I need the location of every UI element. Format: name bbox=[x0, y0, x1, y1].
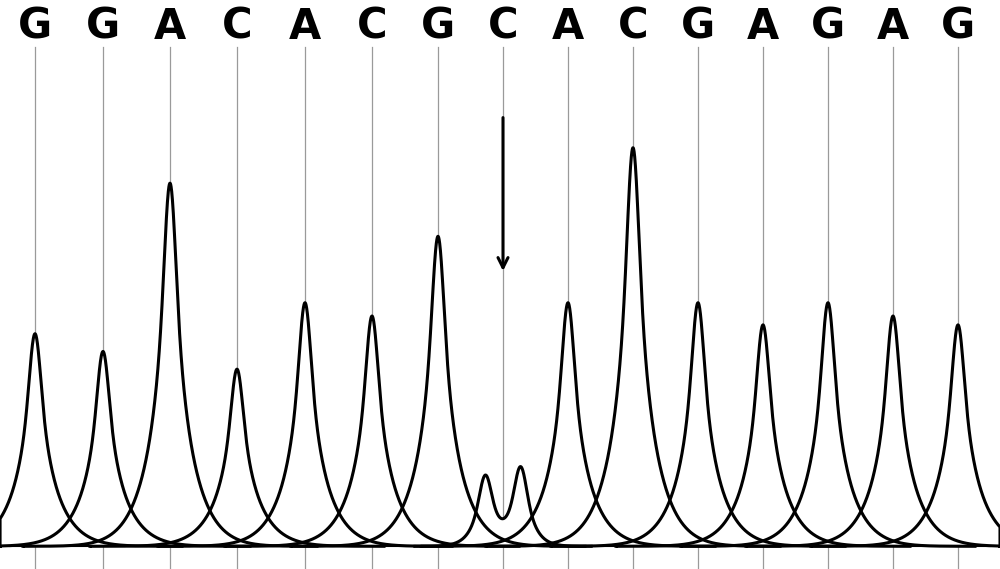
Text: G: G bbox=[811, 6, 845, 48]
Text: C: C bbox=[618, 6, 648, 48]
Polygon shape bbox=[486, 148, 780, 546]
Polygon shape bbox=[158, 303, 452, 546]
Polygon shape bbox=[23, 183, 317, 546]
Text: G: G bbox=[941, 6, 975, 48]
Text: C: C bbox=[357, 6, 387, 48]
Text: A: A bbox=[747, 6, 779, 48]
Polygon shape bbox=[616, 325, 910, 546]
Polygon shape bbox=[0, 334, 182, 546]
Polygon shape bbox=[0, 352, 250, 546]
Text: A: A bbox=[552, 6, 584, 48]
Polygon shape bbox=[681, 303, 975, 546]
Text: G: G bbox=[421, 6, 455, 48]
Text: G: G bbox=[86, 6, 120, 48]
Text: G: G bbox=[18, 6, 52, 48]
Text: C: C bbox=[488, 6, 518, 48]
Polygon shape bbox=[421, 303, 715, 546]
Polygon shape bbox=[415, 467, 591, 546]
Text: A: A bbox=[289, 6, 321, 48]
Polygon shape bbox=[811, 325, 1000, 546]
Polygon shape bbox=[225, 316, 519, 546]
Text: G: G bbox=[681, 6, 715, 48]
Polygon shape bbox=[291, 236, 585, 546]
Polygon shape bbox=[551, 303, 845, 546]
Polygon shape bbox=[746, 316, 1000, 546]
Text: A: A bbox=[154, 6, 186, 48]
Text: C: C bbox=[222, 6, 252, 48]
Text: A: A bbox=[877, 6, 909, 48]
Polygon shape bbox=[90, 369, 384, 546]
